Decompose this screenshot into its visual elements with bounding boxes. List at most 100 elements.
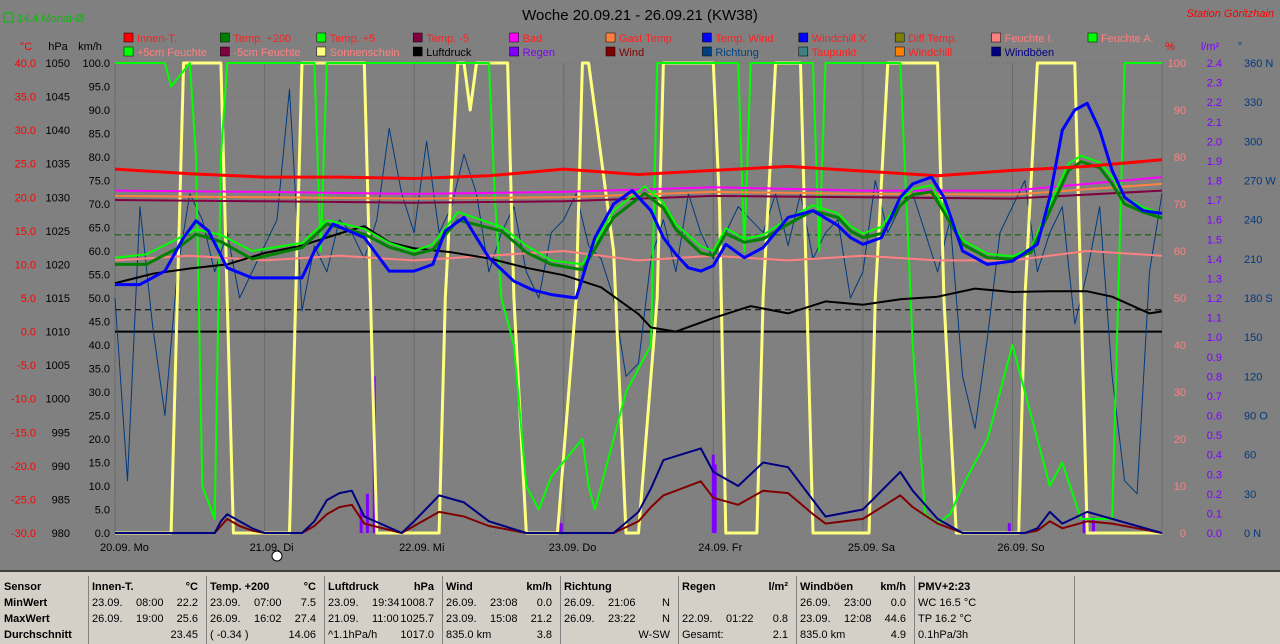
tick-label-kmh: 25.0: [89, 411, 110, 423]
stats-sensor-name: Luftdruck: [328, 581, 379, 593]
legend-swatch-icon: [605, 46, 616, 57]
tick-label-kmh: 15.0: [89, 458, 110, 470]
stats-value-row: 26.09. 21:06 N: [564, 596, 674, 611]
tick-label-rain: 1.3: [1207, 273, 1222, 285]
stats-column-luftdruck: Luftdruck hPa 23.09. 19:34 1008.7 21.09. 11:00…: [324, 576, 443, 644]
tick-label-pct: 10: [1174, 481, 1186, 493]
stats-value-row: 26.09. 23:08 0.0: [446, 596, 556, 611]
stats-value-row: TP 16.2 °C: [918, 612, 1070, 627]
stats-value: 25.6: [176, 613, 198, 625]
axis-unit-right: °: [1238, 41, 1242, 53]
stats-value-row: Gesamt: 2.1: [682, 628, 792, 643]
legend-item-label: Feuchte I.: [1005, 33, 1054, 45]
tick-label-dir: 60: [1244, 450, 1256, 462]
stats-column-header: Regen l/m²: [682, 580, 792, 595]
stats-label-max: MaxWert: [4, 613, 50, 625]
stats-sensor-unit: °C: [185, 581, 198, 593]
tick-label-rain: 1.2: [1207, 293, 1222, 305]
legend-item-label: Wind: [619, 47, 644, 59]
stats-value: 27.4: [294, 613, 316, 625]
stats-date: 835.0 km: [800, 629, 846, 641]
legend-item-label: Temp. -5: [426, 33, 469, 45]
tick-label-pct: 70: [1174, 199, 1186, 211]
stats-column-windb-en: Windböen km/h 26.09. 23:00 0.0 23.09. 12:08 44.…: [796, 576, 915, 644]
stats-value-row: ( -0.34 ) 14.06: [210, 628, 320, 643]
axis-unit-right: l/m²: [1201, 41, 1220, 53]
time-marker-icon[interactable]: [271, 550, 283, 562]
stats-row-labels: Sensor MinWert MaxWert Durchschnitt: [0, 576, 89, 644]
stats-time: 07:00: [254, 597, 282, 609]
stats-time: 19:34: [372, 597, 400, 609]
tick-label-kmh: 60.0: [89, 246, 110, 258]
tick-label-temp: -25.0: [11, 494, 36, 506]
tick-label-dir: 300: [1244, 136, 1262, 148]
legend-swatch-icon: [123, 32, 134, 43]
stats-column-header: PMV+2:23: [918, 580, 1070, 595]
monthly-avg-label: 14.4 Monat-Ø: [17, 13, 85, 25]
stats-column-temp-200: Temp. +200 °C 23.09. 07:00 7.5 26.09. 16:02 27.…: [206, 576, 325, 644]
day-label: 22.09. Mi: [399, 542, 444, 554]
tick-label-kmh: 70.0: [89, 199, 110, 211]
tick-label-dir: 30: [1244, 489, 1256, 501]
stats-date: 26.09.: [564, 613, 595, 625]
stats-date: 26.09.: [564, 597, 595, 609]
series-line-feuchte-i-: [114, 250, 1163, 262]
legend-swatch-icon: [798, 32, 809, 43]
stats-date: 21.09.: [328, 613, 359, 625]
legend-swatch-icon: [991, 46, 1001, 57]
stats-value-row: 26.09. 16:02 27.4: [210, 612, 320, 627]
tick-label-rain: 0.2: [1207, 489, 1222, 501]
legend-item-label: Temp. +5: [330, 33, 376, 45]
series-line-innen-t-: [114, 158, 1163, 180]
tick-label-rain: 0.1: [1207, 508, 1222, 520]
tick-label-temp: -5.0: [17, 360, 36, 372]
legend-item-label: Windböen: [1005, 47, 1055, 59]
tick-label-temp: 20.0: [15, 192, 36, 204]
stats-label-avg: Durchschnitt: [4, 629, 72, 641]
stats-value-row: WC 16.5 °C: [918, 596, 1070, 611]
stats-value: 44.6: [884, 613, 906, 625]
stats-column-header: Wind km/h: [446, 580, 556, 595]
stats-sensor-name: Innen-T.: [92, 581, 134, 593]
tick-label-dir: 240: [1244, 215, 1262, 227]
legend-swatch-icon: [412, 46, 423, 57]
stats-time: 11:00: [372, 613, 399, 625]
tick-label-rain: 2.0: [1207, 136, 1222, 148]
series-line-temp-wind: [115, 101, 1163, 300]
stats-value: N: [662, 613, 670, 625]
tick-label-kmh: 10.0: [89, 481, 110, 493]
tick-label-kmh: 45.0: [89, 317, 110, 329]
tick-label-rain: 1.6: [1207, 215, 1222, 227]
legend-swatch-icon: [894, 32, 905, 43]
legend-swatch-icon: [605, 32, 616, 43]
stats-label-min: MinWert: [4, 597, 48, 609]
stats-value-row: 23.09. 12:08 44.6: [800, 612, 910, 627]
legend-item-label: Windchill: [908, 47, 952, 59]
tick-label-temp: -20.0: [11, 461, 36, 473]
stats-date: Gesamt:: [682, 629, 724, 641]
tick-label-temp: 25.0: [15, 159, 36, 171]
tick-label-kmh: 0.0: [95, 528, 110, 540]
stats-value-row: 26.09. 23:00 0.0: [800, 596, 910, 611]
tick-label-hpa: 1010: [46, 327, 70, 339]
tick-label-temp: -10.0: [11, 394, 36, 406]
stats-sensor-name: Richtung: [564, 581, 612, 593]
tick-label-temp: 0.0: [21, 327, 36, 339]
tick-label-rain: 0.6: [1207, 411, 1222, 423]
legend-item-label: Sonnenschein: [330, 47, 400, 59]
legend-item-label: -5cm Feuchte: [233, 47, 300, 59]
tick-label-rain: 1.7: [1207, 195, 1222, 207]
stats-value-row: 0.1hPa/3h: [918, 628, 1070, 643]
stats-value-row: 23.09. 08:00 22.2: [92, 596, 202, 611]
axis-unit-left: km/h: [78, 41, 102, 53]
tick-label-kmh: 100.0: [82, 58, 110, 70]
stats-value-row: 23.09. 19:34 1008.7: [328, 596, 438, 611]
stats-value-row: 21.09. 11:00 1025.7: [328, 612, 438, 627]
stats-date: 23.09.: [210, 597, 241, 609]
series-line-bad: [114, 176, 1163, 195]
stats-column-header: Innen-T. °C: [92, 580, 202, 595]
stats-value: 22.2: [176, 597, 198, 609]
tick-label-hpa: 990: [52, 461, 70, 473]
tick-label-hpa: 980: [52, 528, 70, 540]
weather-chart: 40.0 35.0 30.0 25.0 20.0 15.0 10.0 5.0 0.0 -5.0 -1…: [3, 7, 1276, 562]
